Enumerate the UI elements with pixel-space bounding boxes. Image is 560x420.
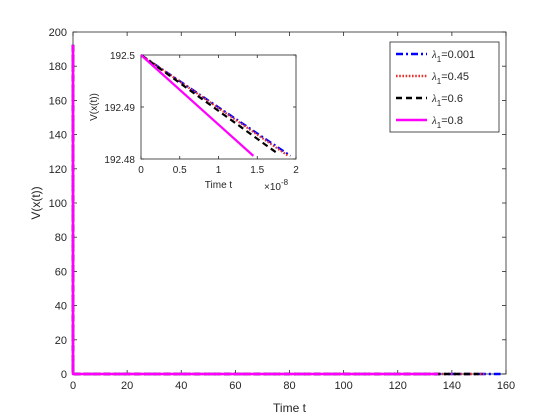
- legend-value: =0.001: [441, 49, 475, 61]
- legend-value: =0.45: [441, 71, 469, 83]
- main-y-tick-label: 0: [61, 369, 67, 381]
- inset-x-axis-label: Time t: [205, 180, 233, 191]
- inset-x-exponent-power: -8: [281, 178, 289, 187]
- main-y-tick-label: 80: [55, 232, 67, 244]
- main-y-tick-label: 100: [49, 198, 67, 210]
- inset-y-tick-label: 192.48: [104, 155, 135, 166]
- inset-series-line-4: [140, 54, 255, 157]
- inset-axes: 0 0.5 1 1.5 2 192.48 192.49 192.5 Time t V(x(t…: [89, 51, 299, 193]
- legend-subscript: 1: [437, 77, 442, 86]
- legend-label-2: λ1=0.45: [431, 71, 469, 86]
- inset-y-ticks: 192.48 192.49 192.5: [104, 51, 296, 166]
- main-y-tick-label: 120: [49, 164, 67, 176]
- inset-y-tick-label: 192.49: [104, 103, 135, 114]
- main-x-tick-label: 60: [229, 380, 241, 392]
- inset-y-axis-label: V(x(t)): [89, 93, 100, 121]
- inset-x-ticks: 0 0.5 1 1.5 2: [138, 55, 299, 176]
- legend-symbol: λ: [431, 93, 437, 105]
- legend-symbol: λ: [431, 71, 437, 83]
- inset-x-tick-label: 0.5: [173, 165, 187, 176]
- inset-x-exponent: ×10-8: [264, 178, 289, 193]
- inset-y-tick-label: 192.5: [110, 51, 135, 62]
- main-x-tick-label: 40: [175, 380, 187, 392]
- main-x-tick-label: 140: [443, 380, 461, 392]
- inset-x-tick-label: 0: [138, 165, 144, 176]
- main-y-tick-label: 40: [55, 301, 67, 313]
- main-x-tick-label: 100: [334, 380, 352, 392]
- legend-box: [389, 41, 500, 133]
- main-y-tick-label: 60: [55, 266, 67, 278]
- legend-subscript: 1: [437, 55, 442, 64]
- inset-x-tick-label: 2: [293, 165, 299, 176]
- main-x-tick-label: 80: [283, 380, 295, 392]
- legend-label-3: λ1=0.6: [431, 93, 463, 108]
- inset-series-line-2: [140, 54, 289, 157]
- inset-x-tick-label: 1.5: [250, 165, 264, 176]
- main-y-tick-label: 20: [55, 335, 67, 347]
- main-y-tick-label: 140: [49, 130, 67, 142]
- legend-subscript: 1: [437, 121, 442, 130]
- legend-symbol: λ: [431, 49, 437, 61]
- inset-x-exponent-base: ×10: [264, 182, 281, 193]
- inset-series-line-3: [140, 54, 278, 154]
- main-x-ticks: 0 20 40 60 80 100 120 140 160: [70, 32, 515, 392]
- main-x-tick-label: 160: [497, 380, 515, 392]
- legend-label-1: λ1=0.001: [431, 49, 475, 64]
- main-x-axis-label: Time t: [273, 401, 307, 415]
- main-y-tick-label: 200: [49, 27, 67, 39]
- main-y-tick-label: 160: [49, 95, 67, 107]
- main-series-line-4: [71, 44, 439, 376]
- legend-label-4: λ1=0.8: [431, 115, 463, 130]
- inset-x-tick-label: 1: [216, 165, 222, 176]
- main-x-tick-label: 120: [389, 380, 407, 392]
- inset-series: [140, 54, 292, 157]
- main-y-axis-label: V(x(t)): [29, 186, 43, 219]
- main-x-tick-label: 20: [121, 380, 133, 392]
- legend-value: =0.6: [441, 93, 463, 105]
- legend-subscript: 1: [437, 99, 442, 108]
- main-series: [71, 44, 501, 376]
- legend-value: =0.8: [441, 115, 463, 127]
- main-y-tick-label: 180: [49, 61, 67, 73]
- legend-symbol: λ: [431, 115, 437, 127]
- main-x-tick-label: 0: [70, 380, 76, 392]
